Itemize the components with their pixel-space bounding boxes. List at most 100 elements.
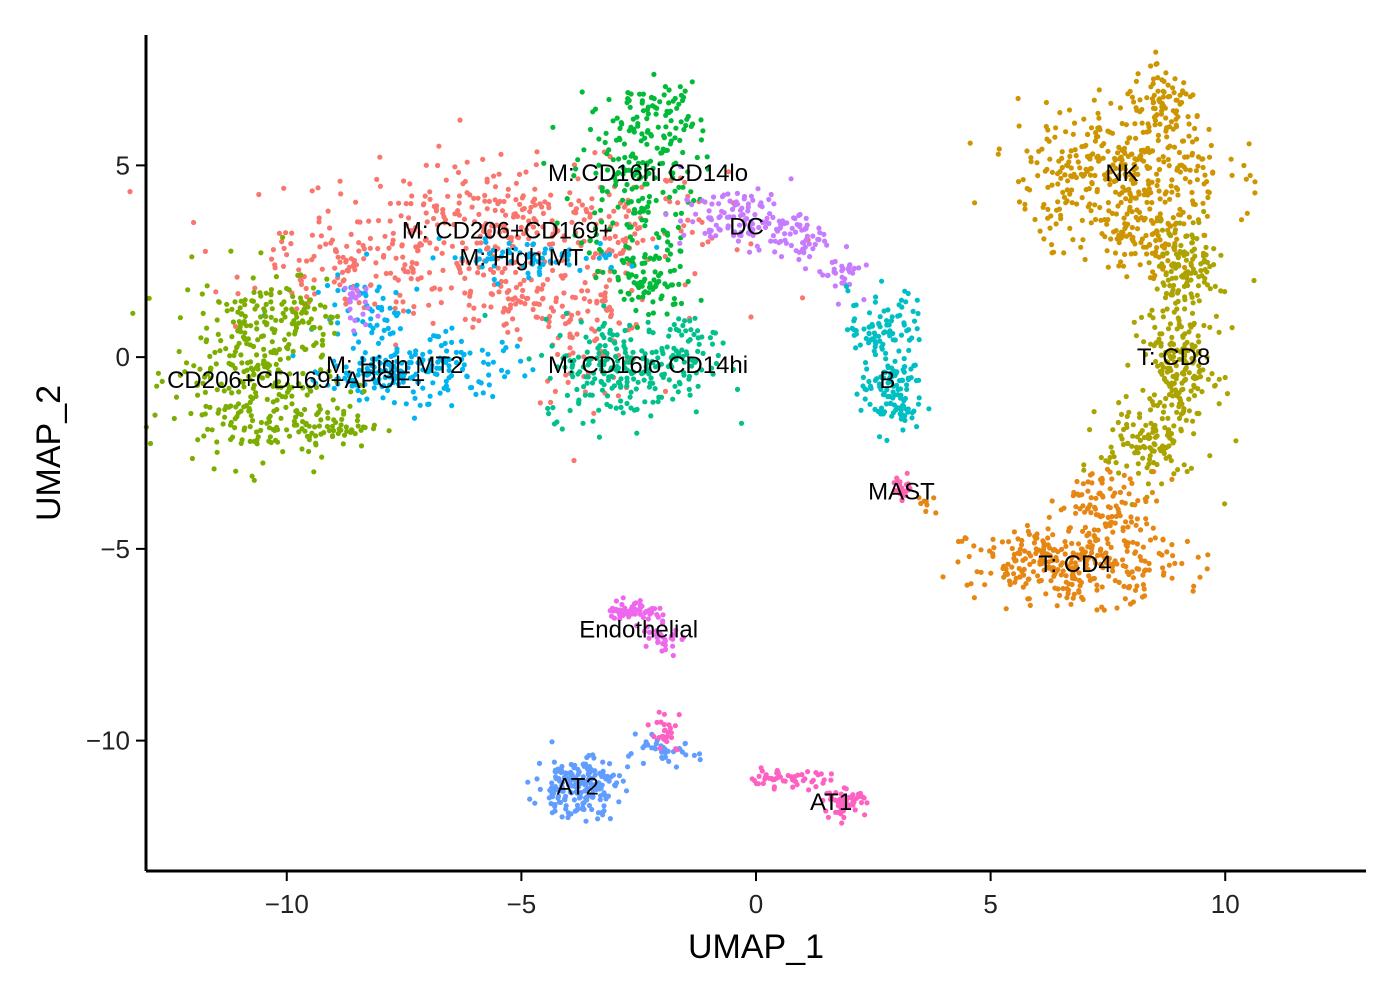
data-point [668,138,674,144]
data-point [626,274,632,280]
data-point [1166,392,1173,398]
data-point [1031,540,1037,546]
data-point [375,218,382,224]
data-point [1145,145,1151,151]
data-point [584,794,590,800]
data-point [615,274,621,280]
data-point [625,90,631,96]
data-point [1182,377,1188,383]
data-point [1116,173,1122,179]
data-point [689,202,695,208]
data-point [254,320,260,326]
data-point [610,220,616,226]
data-point [1186,121,1192,127]
data-point [885,364,891,371]
data-point [530,241,537,247]
data-point [647,281,653,287]
data-point [1188,388,1194,394]
data-point [1130,238,1136,244]
data-point [505,296,511,302]
data-point [1176,318,1182,324]
data-point [288,241,294,247]
data-point [678,163,684,170]
data-point [1131,167,1137,173]
data-point [695,348,701,354]
data-point [214,317,220,323]
data-point [1123,187,1129,193]
data-point [552,808,558,814]
data-point [988,570,994,576]
data-point [1179,560,1185,567]
data-point [639,184,645,190]
data-point [234,344,240,350]
data-point [653,111,659,117]
data-point [906,327,912,333]
data-point [1003,566,1009,572]
data-point [360,242,366,249]
data-point [480,390,486,396]
data-point [653,628,659,634]
data-point [660,612,666,618]
data-point [1190,375,1196,381]
data-point [453,360,460,366]
data-point [1204,354,1210,360]
data-point [601,320,608,326]
data-point [883,356,889,362]
data-point [1159,368,1165,374]
data-point [685,278,691,285]
data-point [877,314,883,320]
data-point [1181,249,1187,255]
data-point [1184,154,1190,160]
data-point [1061,505,1067,511]
data-point [537,201,543,207]
data-point [665,239,671,245]
data-point [668,242,674,248]
data-point [1183,91,1189,97]
data-point [1166,163,1172,169]
data-point [618,404,624,410]
data-point [1042,168,1048,174]
data-point [580,761,586,768]
data-point [347,306,353,312]
data-point [620,595,626,601]
data-point [1062,551,1068,557]
data-point [880,341,886,347]
data-point [464,374,470,380]
data-point [215,331,221,337]
data-point [281,185,287,191]
data-point [502,228,508,234]
data-point [748,241,754,247]
data-point [496,289,502,295]
data-point [561,233,567,239]
data-point [1216,329,1222,335]
data-point [1092,138,1098,144]
data-point [601,303,607,309]
data-point [731,214,737,220]
data-point [371,385,377,391]
data-point [890,410,897,416]
data-point [304,294,310,300]
data-point [1054,207,1060,213]
data-point [1182,294,1188,300]
data-point [1156,157,1162,163]
data-point [1097,204,1103,211]
data-point [1133,78,1139,84]
data-point [637,598,643,604]
data-point [242,313,248,319]
data-point [626,208,632,214]
data-point [832,258,838,265]
data-point [506,240,512,246]
data-point [1191,358,1197,364]
data-point [1212,283,1218,289]
data-point [569,219,575,225]
data-point [214,387,220,393]
data-point [356,300,362,306]
data-point [634,406,640,412]
data-point [580,420,586,426]
data-point [645,319,651,325]
data-point [1101,141,1107,147]
cluster-points-10 [1081,208,1257,508]
data-point [595,816,601,822]
data-point [1115,419,1121,426]
data-point [236,389,242,395]
